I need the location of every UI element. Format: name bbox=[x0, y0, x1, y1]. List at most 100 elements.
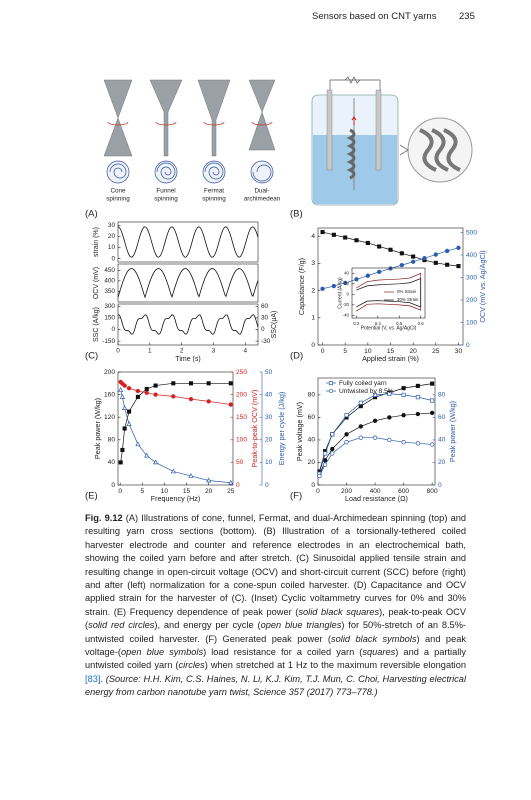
y-tick-label: 80 bbox=[108, 437, 116, 444]
y2-axis-label: SSC(μA) bbox=[271, 311, 278, 339]
x-tick-label: 1 bbox=[148, 348, 152, 355]
y2-tick-label: 30 bbox=[261, 315, 269, 322]
y2-tick-label: 300 bbox=[466, 274, 477, 281]
caption-text: . bbox=[100, 673, 106, 684]
y-tick-label: -40 bbox=[343, 313, 350, 318]
data-point bbox=[401, 440, 406, 445]
data-point bbox=[343, 235, 348, 240]
data-point bbox=[411, 254, 416, 259]
data-point bbox=[171, 394, 176, 399]
data-point bbox=[144, 386, 149, 392]
y2-tick-label: -30 bbox=[261, 338, 271, 345]
caption-text: squares bbox=[362, 647, 396, 658]
x-tick-label: 25 bbox=[227, 488, 235, 495]
y3-tick-label: 40 bbox=[265, 391, 273, 398]
data-point bbox=[388, 247, 393, 252]
data-point bbox=[358, 424, 363, 429]
method-label: Funnel bbox=[156, 188, 175, 195]
y-tick-label: 160 bbox=[104, 391, 115, 398]
plot-frame bbox=[117, 221, 259, 263]
series-line bbox=[120, 389, 231, 484]
y2-axis-label: Peak-to-peak OCV (mV) bbox=[250, 390, 259, 468]
y2-tick-label: 150 bbox=[236, 414, 247, 421]
y2-tick-label: 400 bbox=[466, 252, 477, 259]
y-tick-label: 0 bbox=[311, 342, 315, 349]
y-axis-label: Capacitance (F/g) bbox=[297, 258, 306, 315]
figure: (A) (B)(C) (D)(E) (F)ConespinningFunnelspin… bbox=[85, 76, 487, 503]
y-tick-label: 350 bbox=[104, 288, 115, 295]
x-axis-label: Frequency (Hz) bbox=[151, 494, 201, 503]
y-tick-label: 40 bbox=[308, 437, 316, 444]
x-tick-label: 0 bbox=[316, 488, 320, 495]
y3-tick-label: 0 bbox=[265, 482, 269, 489]
data-point bbox=[344, 432, 349, 437]
y-tick-label: 80 bbox=[308, 392, 316, 399]
data-point bbox=[127, 409, 132, 414]
data-point bbox=[387, 437, 392, 443]
data-point bbox=[330, 446, 335, 452]
method-label: Fermat bbox=[204, 188, 224, 195]
y-tick-label: 150 bbox=[104, 315, 115, 322]
legend-label: Fully coiled yarn bbox=[339, 380, 387, 387]
caption-text: (A) Illustrations of cone, funnel, Ferma… bbox=[85, 513, 467, 617]
x-tick-label: 200 bbox=[341, 488, 352, 495]
data-point bbox=[430, 398, 435, 403]
y-axis-label: Current (A/kg) bbox=[337, 277, 343, 309]
data-point bbox=[153, 392, 158, 397]
y-tick-label: 400 bbox=[104, 278, 115, 285]
y2-tick-label: 80 bbox=[438, 392, 446, 399]
data-point bbox=[228, 402, 233, 407]
data-point bbox=[433, 260, 438, 265]
x-tick-label: 2 bbox=[180, 348, 184, 355]
x-tick-label: 0.6 bbox=[418, 321, 425, 326]
data-point bbox=[126, 386, 132, 391]
y3-axis-label: Energy per cycle (J/kg) bbox=[277, 392, 286, 466]
caption-text: (Source: H.H. Kim, C.S. Haines, N. Li, K… bbox=[85, 673, 466, 698]
x-tick-label: 0.5 bbox=[396, 321, 403, 326]
y-tick-label: 20 bbox=[308, 459, 316, 466]
caption-text: ) load resistance for a coiled yarn ( bbox=[203, 647, 363, 658]
data-point bbox=[444, 248, 450, 254]
plot-frame bbox=[117, 263, 259, 303]
data-point bbox=[344, 440, 349, 445]
series-line bbox=[319, 437, 433, 477]
data-point bbox=[330, 432, 335, 437]
y3-tick-label: 20 bbox=[265, 437, 273, 444]
data-point bbox=[377, 244, 382, 249]
y-tick-label: 3 bbox=[311, 260, 315, 267]
data-point bbox=[135, 394, 140, 399]
caption-text: ) when stretched at 1 Hz to the maximum … bbox=[204, 660, 466, 671]
x-tick-label: 30 bbox=[455, 348, 463, 355]
data-point bbox=[330, 451, 335, 456]
x-tick-label: 10 bbox=[161, 488, 169, 495]
data-point bbox=[401, 392, 406, 397]
y2-axis-label: OCV (mV vs. Ag/AgCl) bbox=[478, 250, 487, 322]
x-tick-label: 5 bbox=[343, 348, 347, 355]
data-point bbox=[387, 391, 392, 396]
x-tick-label: 20 bbox=[409, 348, 417, 355]
y-tick-label: 0 bbox=[111, 255, 115, 262]
legend-label: Untwisted by 8.5% bbox=[339, 388, 394, 395]
data-point bbox=[122, 405, 128, 411]
y2-tick-label: 40 bbox=[438, 437, 446, 444]
data-point bbox=[430, 381, 435, 386]
y2-tick-label: 250 bbox=[236, 369, 247, 376]
y-tick-label: 20 bbox=[108, 233, 116, 240]
data-point bbox=[365, 240, 370, 246]
y2-tick-label: 100 bbox=[466, 319, 477, 326]
data-point bbox=[372, 418, 378, 423]
y2-tick-label: 0 bbox=[466, 342, 470, 349]
x-tick-label: 5 bbox=[140, 488, 144, 495]
data-point bbox=[415, 411, 421, 417]
method-label: spinning bbox=[106, 196, 130, 203]
y2-tick-label: 50 bbox=[236, 459, 244, 466]
x-tick-label: 0 bbox=[321, 348, 325, 355]
method-label: spinning bbox=[154, 196, 178, 203]
y-tick-label: 0 bbox=[111, 326, 115, 333]
data-point bbox=[372, 435, 378, 440]
data-point bbox=[135, 388, 141, 394]
y3-tick-label: 50 bbox=[265, 369, 273, 376]
data-point bbox=[331, 232, 336, 237]
waveform bbox=[117, 226, 259, 258]
data-point bbox=[387, 415, 392, 420]
